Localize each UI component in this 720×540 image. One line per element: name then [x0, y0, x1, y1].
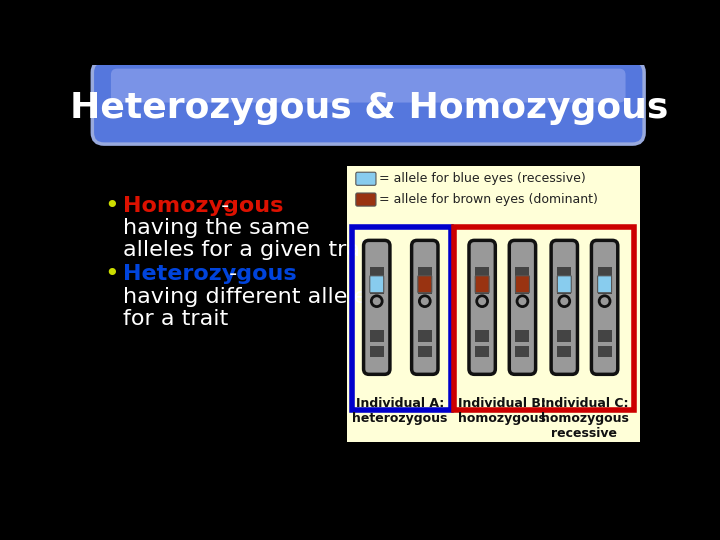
Bar	[557, 346, 571, 357]
Bar	[516, 346, 529, 357]
Bar	[516, 330, 529, 342]
Bar	[557, 330, 571, 342]
FancyBboxPatch shape	[418, 276, 432, 293]
Circle shape	[559, 296, 570, 307]
Bar	[370, 267, 384, 279]
FancyBboxPatch shape	[551, 240, 577, 374]
Bar	[454, 226, 634, 410]
Text: alleles for a given trait: alleles for a given trait	[122, 240, 374, 260]
FancyBboxPatch shape	[475, 276, 489, 293]
Text: = allele for blue eyes (recessive): = allele for blue eyes (recessive)	[379, 172, 586, 185]
Text: Individual C:
homozygous
recessive: Individual C: homozygous recessive	[541, 397, 629, 441]
Bar	[598, 267, 611, 279]
Bar	[352, 226, 451, 410]
Bar	[418, 330, 432, 342]
Bar	[598, 283, 611, 294]
Text: = allele for brown eyes (dominant): = allele for brown eyes (dominant)	[379, 193, 598, 206]
FancyBboxPatch shape	[364, 240, 390, 374]
Text: having the same: having the same	[122, 218, 309, 238]
Text: -: -	[214, 195, 229, 215]
Circle shape	[372, 296, 382, 307]
Bar	[370, 283, 384, 294]
Bar	[475, 330, 489, 342]
FancyBboxPatch shape	[469, 240, 495, 374]
Text: having different alleles: having different alleles	[122, 287, 379, 307]
Bar	[418, 346, 432, 357]
FancyBboxPatch shape	[509, 240, 536, 374]
Text: -: -	[222, 264, 237, 284]
Bar	[418, 283, 432, 294]
FancyBboxPatch shape	[356, 193, 376, 206]
Text: Homozygous: Homozygous	[122, 195, 283, 215]
Text: •: •	[104, 194, 119, 218]
Bar	[516, 267, 529, 279]
Bar	[370, 330, 384, 342]
Bar	[516, 283, 529, 294]
Circle shape	[477, 296, 487, 307]
Text: •: •	[104, 262, 119, 286]
FancyBboxPatch shape	[356, 172, 376, 185]
Circle shape	[517, 296, 528, 307]
Bar	[418, 267, 432, 279]
Text: Heterozygous & Homozygous: Heterozygous & Homozygous	[70, 91, 668, 125]
Bar	[475, 283, 489, 294]
FancyBboxPatch shape	[92, 61, 644, 144]
FancyBboxPatch shape	[591, 240, 618, 374]
Bar	[475, 267, 489, 279]
Bar	[370, 346, 384, 357]
Text: Individual B:
homozygous: Individual B: homozygous	[459, 397, 546, 426]
FancyBboxPatch shape	[516, 276, 529, 293]
Bar	[598, 330, 611, 342]
Bar	[557, 267, 571, 279]
Bar	[347, 166, 640, 442]
Text: for a trait: for a trait	[122, 309, 228, 329]
Bar	[475, 346, 489, 357]
Bar	[598, 346, 611, 357]
FancyBboxPatch shape	[412, 240, 438, 374]
Bar	[557, 283, 571, 294]
Text: Heterozygous: Heterozygous	[122, 264, 296, 284]
Circle shape	[599, 296, 610, 307]
Text: Individual A:
heterozygous: Individual A: heterozygous	[352, 397, 448, 426]
FancyBboxPatch shape	[557, 276, 571, 293]
Circle shape	[419, 296, 431, 307]
FancyBboxPatch shape	[111, 69, 626, 103]
FancyBboxPatch shape	[598, 276, 611, 293]
FancyBboxPatch shape	[370, 276, 384, 293]
